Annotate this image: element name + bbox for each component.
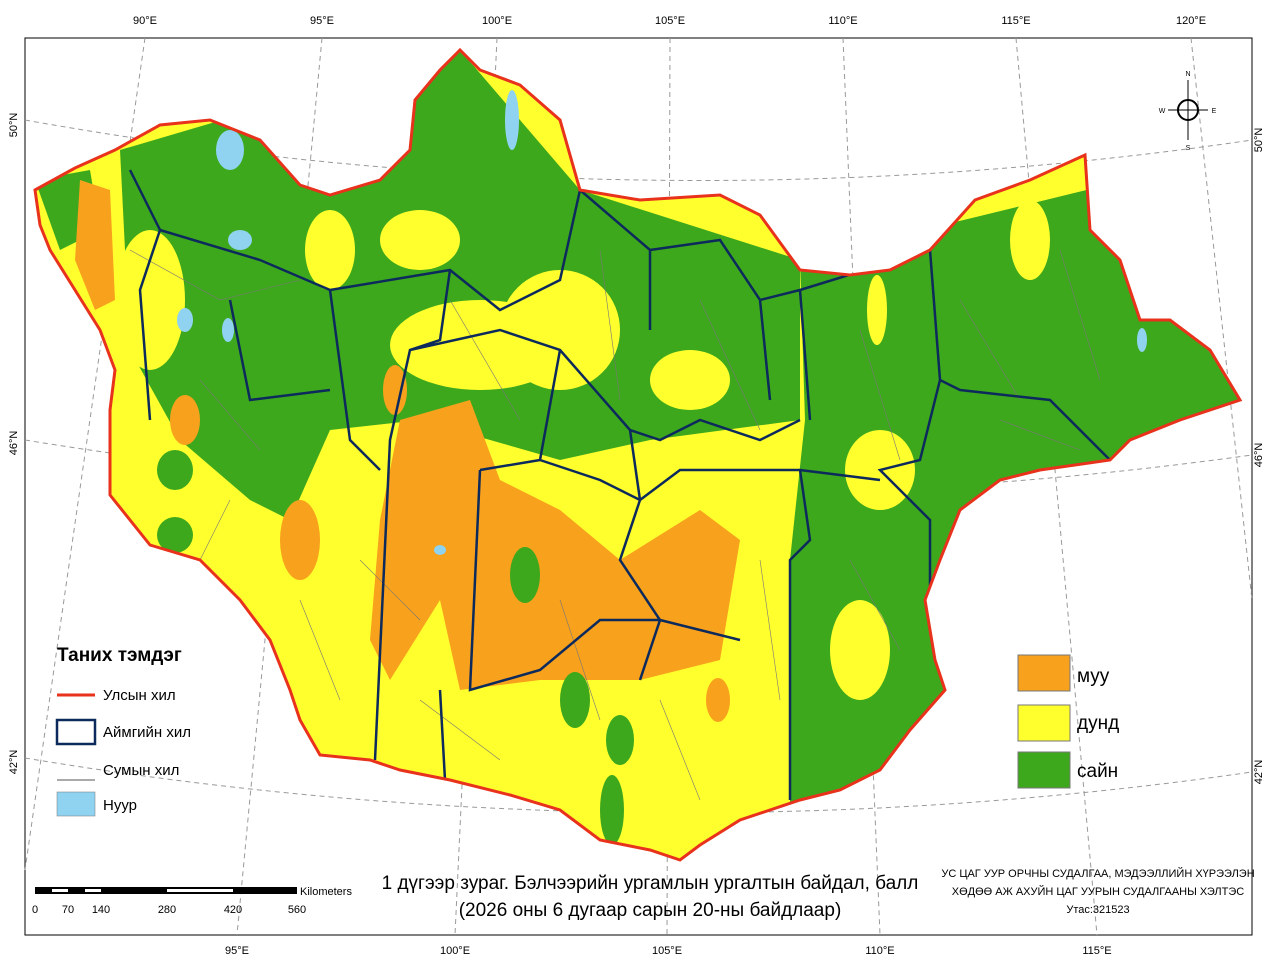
legend-label: муу xyxy=(1077,666,1110,687)
right-label: 46°N xyxy=(1253,443,1265,468)
legend-label: дунд xyxy=(1077,713,1119,734)
scale-label: 0 xyxy=(32,904,38,916)
left-label: 42°N xyxy=(8,750,20,775)
legend-title: Таних тэмдэг xyxy=(57,645,182,666)
bottom-label: 100°E xyxy=(440,945,470,957)
scale-label: 560 xyxy=(288,904,306,916)
top-label: 105°E xyxy=(655,15,685,27)
right-label: 50°N xyxy=(1253,128,1265,153)
compass-label: E xyxy=(1212,108,1217,115)
caption: (2026 оны 6 дугаар сарын 20-ны байдлаар) xyxy=(459,900,842,921)
top-label: 115°E xyxy=(1001,15,1030,27)
north-arrow: N E S W xyxy=(1159,71,1217,152)
legend: Таних тэмдэг Улсын хил Аймгийн хил Сумын… xyxy=(55,645,191,817)
left-label: 50°N xyxy=(8,113,20,138)
top-label: 95°E xyxy=(310,15,334,27)
top-label: 90°E xyxy=(133,15,157,27)
bottom-label: 115°E xyxy=(1082,945,1111,957)
compass-label: N xyxy=(1185,71,1190,78)
credit: Утас:321523 xyxy=(1066,904,1129,916)
legend-label: Сумын хил xyxy=(103,762,179,779)
legend-label: Улсын хил xyxy=(103,687,176,704)
credit: ХӨДӨӨ АЖ АХУЙН ЦАГ УУРЫН СУДАЛГААНЫ ХЭЛТ… xyxy=(952,885,1244,898)
top-label: 110°E xyxy=(828,15,857,27)
scale-label: 280 xyxy=(158,904,176,916)
national-border xyxy=(33,47,1243,862)
scale-bar: Kilometers 0 70 140 280 420 560 xyxy=(32,886,353,916)
scale-label: 140 xyxy=(92,904,110,916)
legend-label: Аймгийн хил xyxy=(103,724,191,741)
class-legend: муу дунд сайн xyxy=(1017,654,1119,789)
compass-label: S xyxy=(1186,145,1191,152)
scale-unit: Kilometers xyxy=(300,886,352,898)
caption: 1 дүгээр зураг. Бэлчээрийн ургамлын урга… xyxy=(382,873,919,894)
bottom-label: 105°E xyxy=(652,945,682,957)
map-frame xyxy=(24,37,1253,936)
legend-label: сайн xyxy=(1077,761,1118,782)
bottom-label: 95°E xyxy=(225,945,249,957)
top-label: 100°E xyxy=(482,15,512,27)
credit: УС ЦАГ УУР ОРЧНЫ СУДАЛГАА, МЭДЭЭЛЛИЙН ХҮ… xyxy=(941,867,1254,880)
top-label: 120°E xyxy=(1176,15,1206,27)
scale-label: 420 xyxy=(224,904,242,916)
right-label: 42°N xyxy=(1253,760,1265,785)
legend-label: Нуур xyxy=(103,797,137,814)
bottom-label: 110°E xyxy=(865,945,894,957)
scale-label: 70 xyxy=(62,904,74,916)
left-label: 46°N xyxy=(8,431,20,456)
compass-label: W xyxy=(1159,108,1166,115)
